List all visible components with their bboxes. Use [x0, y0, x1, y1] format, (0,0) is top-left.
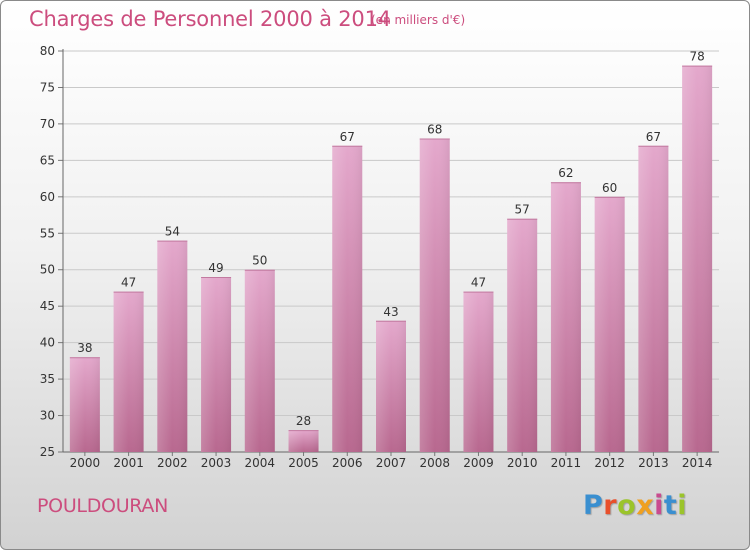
bar-sheen: [201, 277, 232, 452]
value-label: 28: [296, 414, 311, 428]
value-label: 49: [208, 261, 223, 275]
x-tick-label: 2011: [551, 456, 582, 470]
y-tick-label: 35: [40, 372, 55, 386]
bar-sheen: [113, 291, 144, 452]
commune-name: POULDOURAN: [37, 495, 169, 517]
value-label: 57: [515, 203, 530, 217]
logo-letter: i: [677, 490, 688, 521]
bar-sheen: [682, 65, 713, 452]
logo-letter: o: [617, 490, 637, 521]
value-label: 68: [427, 122, 442, 136]
y-tick-label: 30: [40, 409, 55, 423]
bars: [69, 65, 713, 453]
y-tick-label: 40: [40, 336, 55, 350]
value-label: 43: [383, 305, 398, 319]
bar-sheen: [419, 138, 450, 452]
x-tick-label: 2014: [682, 456, 713, 470]
labels: 25 30 35 40 45 50 55 60 65 70 75 80 38 2000 47 2001 54 20…: [40, 44, 713, 470]
x-tick-label: 2013: [638, 456, 669, 470]
bar-sheen: [594, 196, 625, 452]
x-tick-label: 2012: [594, 456, 625, 470]
y-tick-label: 80: [40, 44, 55, 58]
logo-letter: r: [603, 490, 618, 521]
x-tick-label: 2009: [463, 456, 494, 470]
bar-sheen: [69, 357, 100, 452]
value-label: 67: [340, 130, 355, 144]
x-tick-label: 2010: [507, 456, 538, 470]
y-tick-label: 45: [40, 299, 55, 313]
bar-sheen: [507, 218, 538, 452]
logo-letter: i: [654, 490, 664, 521]
logo-letter: x: [636, 490, 655, 521]
bar-sheen: [288, 430, 319, 452]
bar-sheen: [332, 145, 363, 453]
value-label: 78: [689, 50, 704, 64]
x-tick-label: 2008: [419, 456, 450, 470]
chart-subtitle: (en milliers d'€): [371, 13, 466, 27]
bar-sheen: [463, 291, 494, 452]
bar-sheen: [244, 269, 275, 452]
y-tick-label: 55: [40, 226, 55, 240]
x-tick-label: 2003: [201, 456, 232, 470]
x-tick-label: 2000: [70, 456, 101, 470]
bar-sheen: [550, 182, 581, 452]
value-label: 47: [121, 276, 136, 290]
value-label: 47: [471, 276, 486, 290]
x-tick-label: 2001: [113, 456, 144, 470]
x-tick-label: 2005: [288, 456, 319, 470]
value-label: 62: [558, 166, 573, 180]
proxiti-logo: Proxiti: [583, 490, 687, 521]
logo-letter: P: [583, 490, 604, 521]
y-tick-label: 65: [40, 153, 55, 167]
bar-sheen: [157, 240, 188, 452]
bar-sheen: [638, 145, 669, 453]
y-tick-label: 75: [40, 80, 55, 94]
value-label: 60: [602, 181, 617, 195]
value-label: 54: [165, 225, 180, 239]
chart-title: Charges de Personnel 2000 à 2014: [29, 7, 391, 31]
value-label: 38: [77, 341, 92, 355]
y-tick-label: 60: [40, 190, 55, 204]
value-label: 50: [252, 254, 267, 268]
x-tick-label: 2007: [376, 456, 407, 470]
bar-sheen: [376, 320, 406, 452]
y-tick-label: 70: [40, 117, 55, 131]
y-tick-label: 25: [40, 445, 55, 459]
x-tick-label: 2004: [245, 456, 276, 470]
value-label: 67: [646, 130, 661, 144]
x-tick-label: 2002: [157, 456, 188, 470]
x-tick-label: 2006: [332, 456, 363, 470]
y-tick-label: 50: [40, 263, 55, 277]
logo-letter: t: [663, 490, 678, 521]
